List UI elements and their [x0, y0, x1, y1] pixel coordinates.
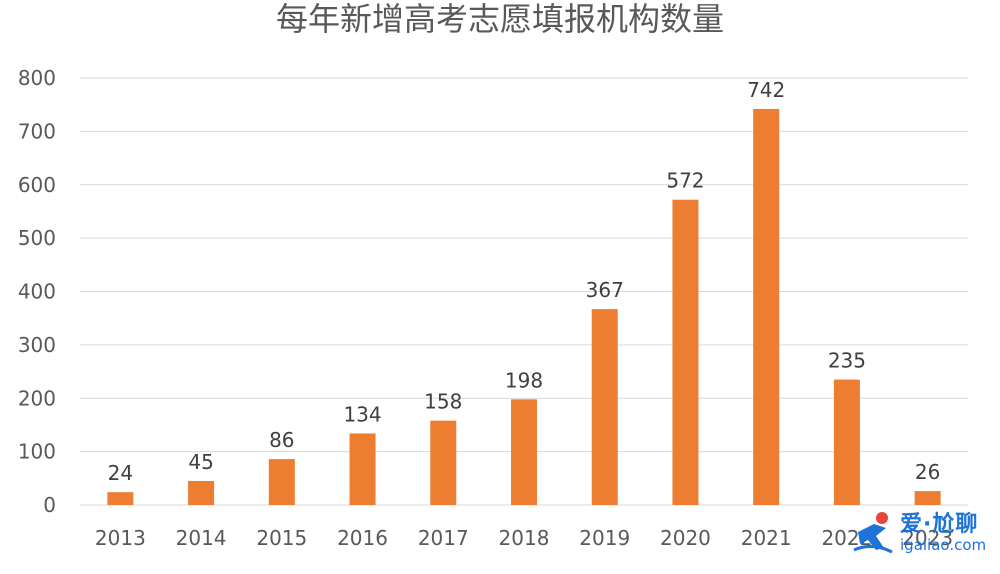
x-tick-label-2019: 2019: [579, 526, 630, 550]
bar-2019: [591, 309, 618, 505]
bar-2020: [672, 199, 699, 505]
x-tick-label-2015: 2015: [256, 526, 307, 550]
x-tick-label-2020: 2020: [660, 526, 711, 550]
chart-title: 每年新增高考志愿填报机构数量: [276, 0, 724, 38]
watermark-brand: 爱·尬聊: [900, 512, 979, 537]
bar-2023: [914, 491, 941, 505]
watermark: 爱·尬聊 igaliao.com: [852, 502, 992, 562]
x-tick-label-2013: 2013: [95, 526, 146, 550]
bar-2018: [511, 399, 537, 505]
data-label-2016: 134: [343, 402, 381, 426]
data-label-2014: 45: [188, 450, 213, 474]
y-tick-label: 0: [43, 493, 56, 517]
data-label-2023: 26: [915, 460, 940, 484]
y-tick-label: 100: [18, 440, 56, 464]
x-tick-label-2021: 2021: [741, 526, 792, 550]
bar-2017: [430, 420, 457, 505]
x-tick-label-2018: 2018: [499, 526, 550, 550]
y-axis-ticks: 0 100 200 300 400 500 600 700 800: [18, 66, 56, 517]
y-tick-label: 800: [18, 66, 56, 90]
bar-2021: [753, 108, 780, 506]
data-label-2017: 158: [424, 390, 462, 414]
x-tick-label-2016: 2016: [337, 526, 388, 550]
data-labels: 24 45 86 134 158 198 367 572 742 235 26: [108, 78, 941, 485]
data-label-2015: 86: [269, 428, 294, 452]
y-tick-label: 600: [18, 173, 56, 197]
data-label-2022: 235: [828, 349, 866, 373]
bar-2016: [349, 433, 376, 505]
data-label-2018: 198: [505, 368, 543, 392]
bars: [107, 108, 941, 506]
x-axis-ticks: 2013 2014 2015 2016 2017 2018 2019 2020 2021 2022…: [95, 526, 953, 550]
x-tick-label-2017: 2017: [418, 526, 469, 550]
y-tick-label: 700: [18, 119, 56, 143]
y-tick-label: 300: [18, 333, 56, 357]
y-tick-label: 400: [18, 280, 56, 304]
x-tick-label-2014: 2014: [176, 526, 227, 550]
gridlines: [80, 77, 968, 506]
runner-logo-icon: [853, 512, 893, 554]
bar-2015: [268, 459, 295, 505]
y-tick-label: 500: [18, 226, 56, 250]
watermark-domain: igaliao.com: [900, 536, 987, 554]
y-tick-label: 200: [18, 386, 56, 410]
data-label-2019: 367: [586, 278, 624, 302]
bar-2013: [107, 492, 134, 505]
bar-2022: [833, 379, 860, 505]
data-label-2021: 742: [747, 78, 785, 102]
data-label-2013: 24: [108, 461, 133, 485]
bar-2014: [188, 480, 215, 505]
x-tick-label-2023: 2023: [902, 526, 953, 550]
data-label-2020: 572: [666, 169, 704, 193]
